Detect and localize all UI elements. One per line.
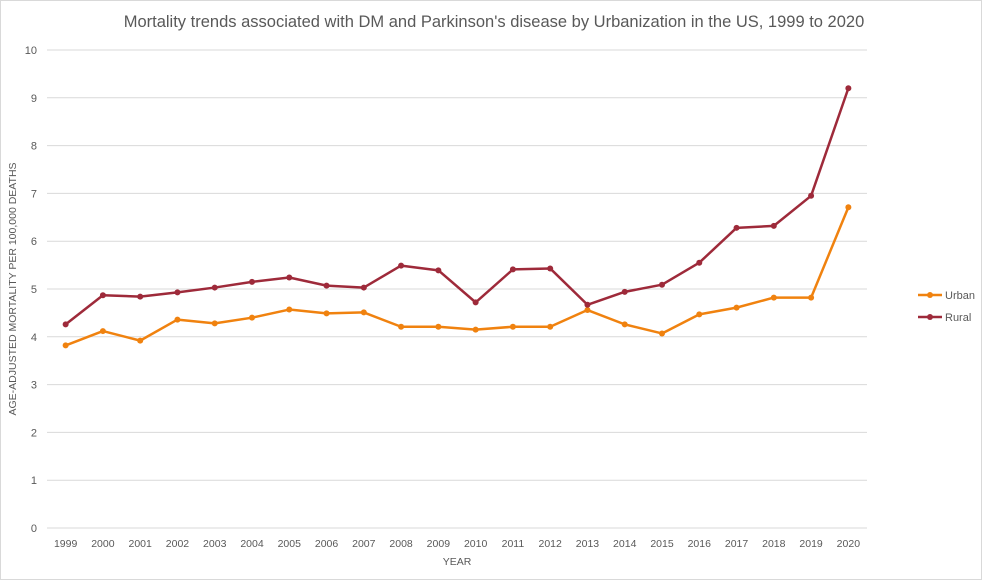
x-tick-label: 2008 [389, 538, 413, 550]
x-tick-label: 2009 [427, 538, 451, 550]
data-point [211, 284, 218, 291]
x-tick-label: 2006 [315, 538, 339, 550]
x-tick-label: 2007 [352, 538, 376, 550]
data-point [174, 289, 181, 296]
data-point [584, 301, 591, 308]
legend-label: Rural [945, 312, 971, 324]
data-point [696, 311, 703, 318]
data-point [659, 281, 665, 288]
x-tick-label: 2004 [240, 538, 264, 550]
data-point [398, 262, 405, 269]
x-tick-label: 2012 [539, 538, 563, 550]
data-point [99, 328, 106, 335]
data-point [472, 299, 479, 306]
y-tick-label: 10 [25, 45, 37, 57]
legend-label: Urban [945, 290, 975, 302]
x-tick-label: 2005 [278, 538, 302, 550]
x-tick-label: 2017 [725, 538, 749, 550]
x-tick-label: 2014 [613, 538, 637, 550]
y-axis-label: AGE-ADJUSTED MORTALITY PER 100,000 DEATH… [7, 162, 19, 415]
legend-item-urban: Urban [918, 290, 975, 302]
y-tick-label: 2 [31, 427, 37, 439]
chart-title: Mortality trends associated with DM and … [124, 13, 865, 31]
data-point [435, 323, 442, 330]
data-point [733, 304, 740, 311]
y-tick-label: 7 [31, 188, 37, 200]
data-point [360, 284, 367, 291]
x-tick-label: 2000 [91, 538, 115, 550]
y-tick-label: 6 [31, 236, 37, 248]
data-point [770, 222, 777, 229]
data-point [808, 192, 815, 199]
data-point [286, 306, 293, 313]
y-tick-label: 8 [31, 141, 37, 153]
data-point [547, 265, 554, 272]
x-tick-label: 2011 [502, 538, 525, 550]
y-tick-label: 4 [31, 332, 37, 344]
legend-item-rural: Rural [918, 312, 971, 324]
data-point [137, 293, 144, 300]
data-point [733, 224, 740, 231]
y-tick-label: 3 [31, 380, 37, 392]
data-point [621, 321, 628, 328]
series-line [65, 206, 850, 347]
y-tick-label: 5 [31, 284, 37, 296]
x-tick-label: 2018 [762, 538, 786, 550]
data-point [360, 309, 367, 316]
data-point [808, 294, 815, 301]
data-point [249, 314, 255, 321]
x-tick-label: 2015 [650, 538, 674, 550]
data-point [547, 323, 554, 330]
data-point [509, 323, 516, 330]
data-point [435, 267, 442, 274]
series-urban [62, 204, 852, 349]
x-tick-label: 2002 [166, 538, 190, 550]
legend-marker [927, 314, 933, 320]
data-point [770, 294, 777, 301]
data-point [62, 321, 69, 328]
data-point [845, 85, 852, 92]
data-point [62, 342, 69, 349]
x-tick-label: 2013 [576, 538, 600, 550]
x-tick-label: 2001 [129, 538, 153, 550]
series-line [64, 87, 850, 326]
data-point [845, 204, 852, 211]
data-point [249, 278, 255, 285]
x-tick-label: 1999 [54, 538, 78, 550]
series-rural [62, 85, 852, 328]
data-point [472, 326, 479, 333]
x-tick-label: 2003 [203, 538, 227, 550]
data-point [286, 274, 293, 281]
x-tick-label: 2016 [688, 538, 712, 550]
y-tick-label: 9 [31, 93, 37, 105]
y-tick-label: 0 [31, 523, 37, 535]
data-point [211, 320, 218, 327]
x-tick-label: 2019 [799, 538, 823, 550]
x-axis-label: YEAR [443, 556, 472, 568]
x-tick-label: 2020 [837, 538, 861, 550]
data-point [398, 323, 405, 330]
data-point [696, 259, 703, 266]
data-point [659, 330, 665, 337]
data-point [99, 292, 106, 299]
data-point [323, 282, 330, 289]
data-point [621, 288, 628, 295]
x-tick-label: 2010 [464, 538, 488, 550]
data-point [174, 316, 181, 323]
legend-marker [927, 292, 933, 298]
data-point [584, 307, 591, 314]
data-point [509, 266, 516, 273]
data-point [323, 310, 330, 317]
y-tick-label: 1 [31, 475, 37, 487]
data-point [137, 337, 144, 344]
